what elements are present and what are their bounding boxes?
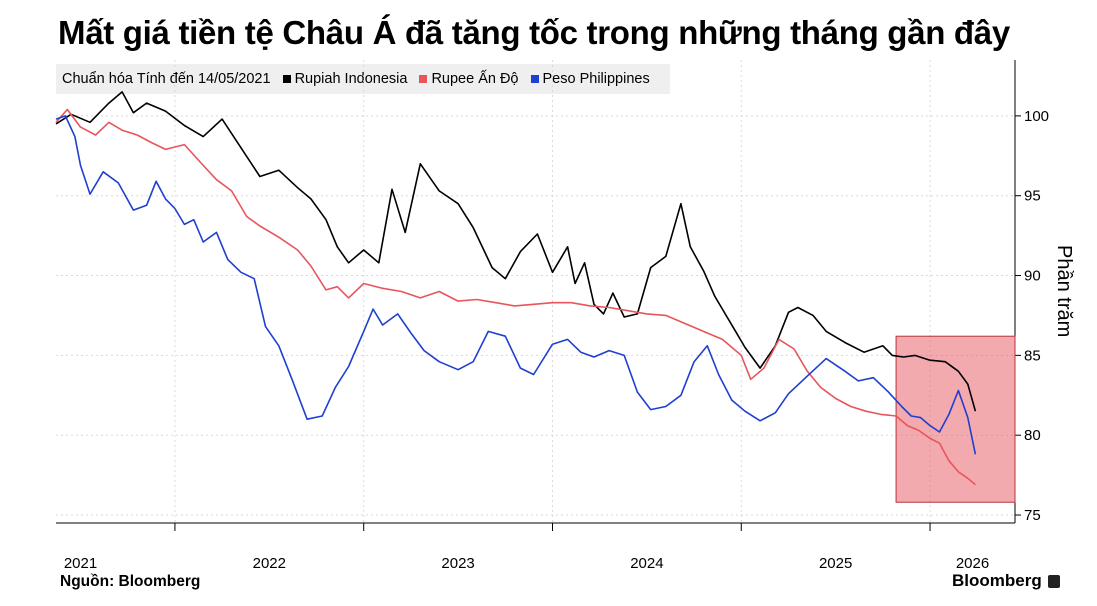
legend-item-rupiah: Rupiah Indonesia: [282, 71, 408, 87]
y-tick-label: 85: [1024, 347, 1041, 364]
legend-swatch-peso: [530, 75, 539, 83]
bloomberg-mark-icon: [1047, 574, 1060, 588]
x-tick-label: 2024: [630, 555, 663, 572]
x-tick-label: 2021: [64, 555, 97, 572]
source-note: Nguồn: Bloomberg: [60, 573, 201, 590]
y-tick-label: 75: [1024, 507, 1041, 524]
peso-philippines-line: [55, 115, 977, 455]
x-tick-label: 2023: [441, 555, 474, 572]
legend-label-peso: Peso Philippines: [542, 71, 650, 87]
y-tick-label: 80: [1024, 427, 1041, 444]
rupiah-indonesia-line: [55, 91, 977, 412]
legend-label-rupiah: Rupiah Indonesia: [294, 71, 408, 87]
legend: Chuẩn hóa Tính đến 14/05/2021 Rupiah Ind…: [56, 64, 670, 94]
brand-logo: Bloomberg: [952, 571, 1060, 591]
rupee-an-do-line: [55, 108, 976, 486]
x-tick-label: 2025: [819, 555, 852, 572]
legend-item-rupee: Rupee Ấn Độ: [419, 71, 519, 87]
legend-item-peso: Peso Philippines: [530, 71, 650, 87]
x-tick-label: 2026: [956, 555, 989, 572]
y-tick-label: 100: [1024, 108, 1049, 125]
chart-title: Mất giá tiền tệ Châu Á đã tăng tốc trong…: [58, 14, 1010, 51]
y-axis-unit-label: Phần trăm: [1053, 245, 1075, 338]
brand-name: Bloomberg: [952, 571, 1042, 590]
legend-swatch-rupee: [419, 75, 428, 83]
legend-note: Chuẩn hóa Tính đến 14/05/2021: [62, 71, 271, 87]
highlight-region: [895, 335, 1016, 503]
legend-swatch-rupiah: [282, 75, 291, 83]
x-tick-label: 2022: [253, 555, 286, 572]
y-tick-label: 90: [1024, 268, 1041, 285]
legend-label-rupee: Rupee Ấn Độ: [431, 71, 519, 87]
y-tick-label: 95: [1024, 188, 1041, 205]
